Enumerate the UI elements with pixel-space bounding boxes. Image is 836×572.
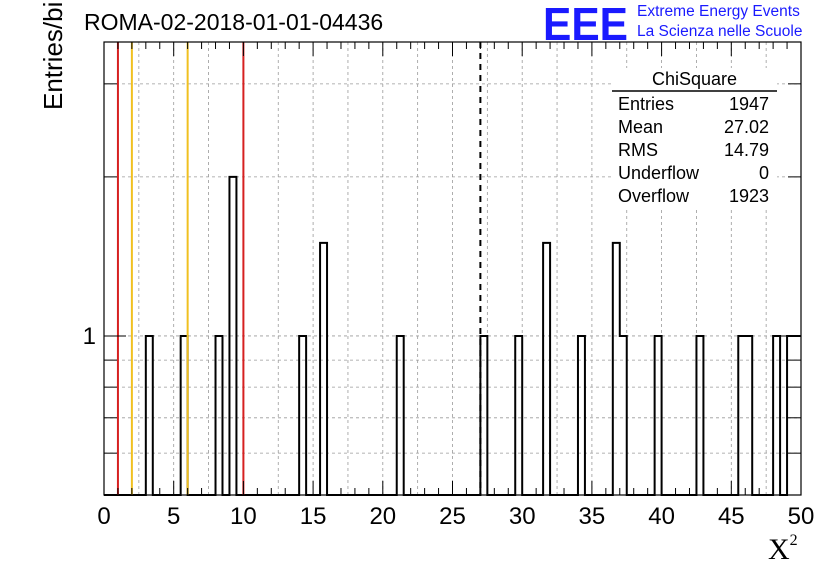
histogram-bin <box>229 177 236 495</box>
histogram-bin <box>738 336 745 495</box>
histogram-bin <box>613 243 620 495</box>
eee-tagline-line2: La Scienza nelle Scuole <box>637 23 803 40</box>
stats-label: Entries <box>618 94 674 114</box>
histogram-bin <box>696 336 703 495</box>
axis-ticks: 0 5 10 15 20 25 30 35 40 45 50 1 <box>83 42 815 530</box>
x-axis-label: X2 <box>768 532 798 567</box>
x-tick-label: 30 <box>509 503 536 530</box>
grid-lines <box>104 42 801 495</box>
eee-logo: EEE <box>543 4 628 42</box>
histogram-bin <box>320 243 327 495</box>
stats-box: ChiSquare Entries 1947 Mean 27.02 RMS 14.79 Und… <box>612 68 777 208</box>
y-tick-label: 1 <box>83 323 96 350</box>
histogram-bin <box>216 336 223 495</box>
histogram-bin <box>745 336 752 495</box>
stats-label: RMS <box>618 140 658 160</box>
stats-value: 1923 <box>729 186 769 206</box>
x-tick-label: 5 <box>167 503 180 530</box>
histogram-bin <box>773 336 780 495</box>
reference-lines <box>116 42 482 495</box>
histogram-bin <box>620 336 627 495</box>
histogram-bin <box>578 336 585 495</box>
x-tick-label: 0 <box>97 503 110 530</box>
x-tick-label: 10 <box>230 503 257 530</box>
histogram-bin <box>299 336 306 495</box>
x-tick-label: 45 <box>718 503 745 530</box>
histogram-bin <box>480 336 487 495</box>
x-tick-label: 35 <box>579 503 606 530</box>
histogram-bin <box>146 336 153 495</box>
stats-label: Overflow <box>618 186 690 206</box>
stats-label: Underflow <box>618 163 700 183</box>
x-tick-label: 40 <box>648 503 675 530</box>
stats-title: ChiSquare <box>652 69 737 89</box>
eee-tagline: Extreme Energy Events La Scienza nelle S… <box>637 2 802 42</box>
x-tick-label: 20 <box>369 503 396 530</box>
eee-tagline-line1: Extreme Energy Events <box>637 3 800 20</box>
histogram-bin <box>655 336 662 495</box>
x-tick-label: 25 <box>439 503 466 530</box>
stats-value: 14.79 <box>724 140 769 160</box>
x-tick-label: 50 <box>788 503 815 530</box>
y-axis-label: Entries/bin <box>38 0 68 110</box>
stats-value: 0 <box>759 163 769 183</box>
histogram-bin <box>515 336 522 495</box>
x-tick-label: 15 <box>300 503 327 530</box>
x-axis-label-sup: 2 <box>789 532 798 549</box>
eee-logo-text: EEE <box>543 4 628 42</box>
histogram-bin <box>397 336 404 495</box>
histogram-bin <box>543 243 550 495</box>
histogram-bin <box>181 336 188 495</box>
stats-value: 27.02 <box>724 117 769 137</box>
stats-label: Mean <box>618 117 663 137</box>
x-axis-label-base: X <box>768 533 790 566</box>
chart-title: ROMA-02-2018-01-01-04436 <box>84 9 384 35</box>
stats-value: 1947 <box>729 94 769 114</box>
